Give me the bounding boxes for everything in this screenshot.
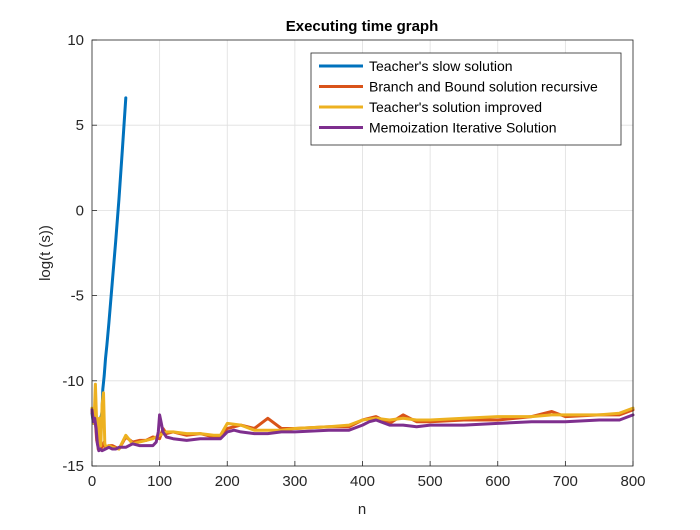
legend-label: Memoization Iterative Solution [369,120,557,136]
legend-label: Teacher's solution improved [369,99,542,115]
x-tick-label: 600 [485,473,510,490]
x-tick-label: 200 [215,473,240,490]
x-tick-label: 700 [553,473,578,490]
y-tick-label: 5 [76,117,84,134]
legend-label: Teacher's slow solution [369,58,513,74]
y-axis-label: log(t (s)) [37,225,54,281]
axis-ticks: 0 100 200 300 400 500 600 700 800 -15 -10 -5 0 5 10 [62,32,645,490]
series-lines [90,96,635,453]
series-line-3 [90,382,635,451]
legend-label: Branch and Bound solution recursive [369,79,598,95]
y-tick-label: 0 [76,202,84,219]
chart-title: Executing time graph [286,18,439,35]
legend-box [310,52,622,146]
y-tick-label: -15 [62,458,84,475]
x-tick-label: 100 [147,473,172,490]
legend: Teacher's slow solution Branch and Bound … [310,52,622,146]
x-tick-label: 500 [418,473,443,490]
x-tick-label: 300 [282,473,307,490]
x-tick-label: 800 [620,473,645,490]
x-tick-label: 400 [350,473,375,490]
y-tick-label: -10 [62,373,84,390]
x-axis-label: n [358,501,366,518]
series-line-4 [90,408,635,453]
y-tick-label: -5 [71,288,84,305]
x-tick-label: 0 [88,473,96,490]
y-tick-label: 10 [67,32,84,49]
